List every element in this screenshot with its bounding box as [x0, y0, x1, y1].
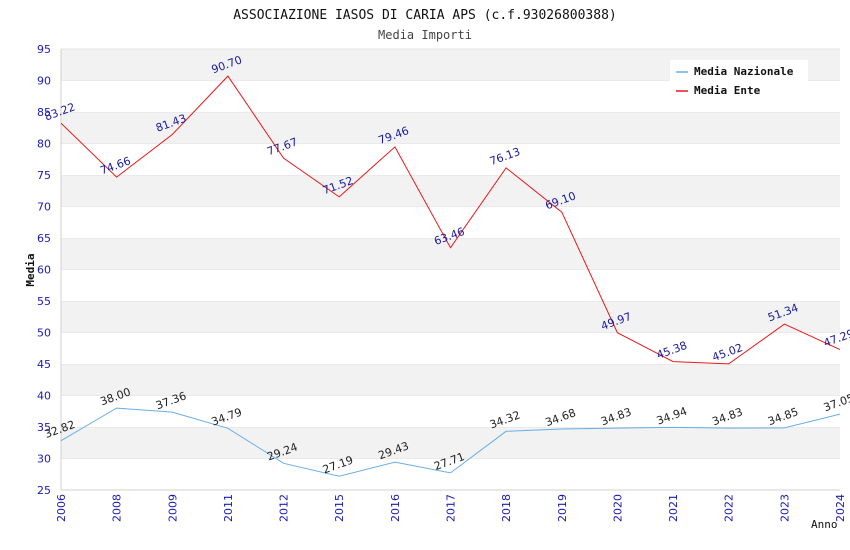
- x-tick-label: 2015: [333, 494, 346, 522]
- y-tick-label: 85: [37, 106, 51, 119]
- chart-subtitle: Media Importi: [378, 28, 472, 42]
- y-tick-label: 35: [37, 421, 51, 434]
- grid-band: [61, 206, 840, 238]
- grid-band: [61, 112, 840, 144]
- x-tick-label: 2024: [834, 494, 847, 522]
- x-tick-label: 2009: [166, 494, 179, 522]
- x-tick-label: 2017: [445, 494, 458, 522]
- grid-band: [61, 143, 840, 175]
- y-tick-label: 40: [37, 390, 51, 403]
- grid-band: [61, 395, 840, 427]
- legend-box: [670, 60, 808, 102]
- grid-band: [61, 458, 840, 490]
- y-tick-label: 80: [37, 138, 51, 151]
- y-tick-label: 75: [37, 169, 51, 182]
- legend: Media Nazionale Media Ente: [670, 60, 808, 102]
- x-tick-label: 2012: [278, 494, 291, 522]
- series-lines: [60, 75, 841, 477]
- y-tick-label: 95: [37, 43, 51, 56]
- x-tick-label: 2011: [222, 494, 235, 522]
- grid-band: [61, 269, 840, 301]
- x-tick-label: 2006: [55, 494, 68, 522]
- x-axis-label: Anno: [811, 518, 838, 531]
- grid-band: [61, 332, 840, 364]
- legend-label-media-ente: Media Ente: [694, 84, 761, 97]
- tick-labels: 25 30 35 40 45 50 55 60 65 70 75 80 85 90 95 2006 2008 20…: [37, 43, 847, 522]
- grid-band: [61, 427, 840, 459]
- chart-title: ASSOCIAZIONE IASOS DI CARIA APS (c.f.930…: [233, 8, 617, 23]
- y-tick-label: 55: [37, 295, 51, 308]
- y-tick-label: 60: [37, 264, 51, 277]
- y-tick-label: 25: [37, 484, 51, 497]
- y-tick-label: 30: [37, 453, 51, 466]
- y-tick-label: 70: [37, 201, 51, 214]
- y-tick-label: 65: [37, 232, 51, 245]
- x-tick-label: 2020: [611, 494, 624, 522]
- y-axis-label: Media: [24, 253, 37, 286]
- x-tick-label: 2016: [389, 494, 402, 522]
- legend-label-media-nazionale: Media Nazionale: [694, 65, 794, 78]
- y-tick-label: 50: [37, 327, 51, 340]
- x-tick-label: 2021: [667, 494, 680, 522]
- y-tick-label: 90: [37, 75, 51, 88]
- series-line-media-ente: [60, 75, 841, 365]
- x-tick-label: 2018: [500, 494, 513, 522]
- x-tick-label: 2022: [723, 494, 736, 522]
- x-tick-label: 2008: [111, 494, 124, 522]
- axes: [60, 49, 840, 491]
- grid-band: [61, 238, 840, 270]
- y-tick-label: 45: [37, 358, 51, 371]
- x-tick-label: 2019: [556, 494, 569, 522]
- series-line-media-nazionale: [60, 407, 841, 477]
- x-tick-label: 2023: [778, 494, 791, 522]
- grid-band: [61, 175, 840, 207]
- grid-band: [61, 364, 840, 396]
- grid-band: [61, 301, 840, 333]
